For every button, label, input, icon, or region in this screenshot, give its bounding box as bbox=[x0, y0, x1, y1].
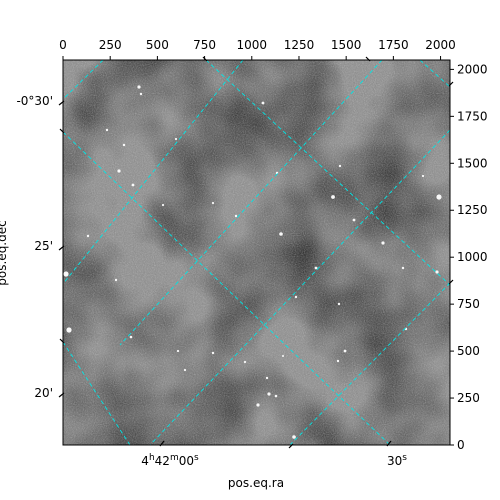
image-noise bbox=[63, 60, 450, 445]
ra-tick-mark bbox=[159, 440, 165, 447]
top-tick-label: 2000 bbox=[425, 38, 456, 52]
star bbox=[114, 278, 118, 282]
right-tick-label: 1000 bbox=[457, 250, 488, 264]
star bbox=[267, 392, 271, 396]
star bbox=[265, 376, 269, 380]
plot-frame bbox=[62, 59, 451, 446]
star bbox=[256, 403, 260, 407]
right-tick-label: 2000 bbox=[457, 62, 488, 76]
star bbox=[117, 169, 121, 173]
star bbox=[122, 143, 126, 147]
grid-edge-tick bbox=[59, 128, 65, 134]
dec-tick-label: -0°30' bbox=[16, 94, 53, 108]
star bbox=[421, 174, 425, 178]
star bbox=[137, 85, 141, 89]
world-coordinate-ticks: 4h42m00s 30s -0°30' 25' 20' bbox=[16, 56, 454, 468]
star bbox=[261, 101, 265, 105]
grid-line bbox=[289, 282, 450, 445]
grid-edge-tick bbox=[202, 56, 208, 62]
grid-edge-tick bbox=[448, 279, 454, 285]
x-axis-label: pos.eq.ra bbox=[228, 476, 284, 490]
star bbox=[211, 201, 215, 205]
right-tick-label: 750 bbox=[457, 297, 480, 311]
star bbox=[343, 349, 347, 353]
top-tick-label: 1000 bbox=[237, 38, 268, 52]
grid-edge-tick bbox=[448, 81, 454, 87]
right-tick-label: 1500 bbox=[457, 156, 488, 170]
grid-line bbox=[63, 60, 244, 285]
top-tick-label: 1500 bbox=[331, 38, 362, 52]
image-panel bbox=[63, 60, 450, 445]
star bbox=[331, 195, 335, 199]
ra-tick-label: 30s bbox=[387, 453, 407, 468]
right-tick-label: 500 bbox=[457, 344, 480, 358]
top-tick-label: 0 bbox=[59, 38, 67, 52]
star bbox=[63, 271, 69, 277]
star bbox=[174, 137, 178, 141]
star bbox=[294, 295, 298, 299]
star bbox=[234, 214, 238, 218]
star bbox=[401, 266, 405, 270]
grid-edge-tick bbox=[365, 56, 371, 62]
star bbox=[243, 360, 247, 364]
top-tick-label: 500 bbox=[146, 38, 169, 52]
grid-line bbox=[63, 131, 391, 445]
star bbox=[131, 183, 135, 187]
coordinate-grid bbox=[63, 60, 450, 445]
star bbox=[435, 270, 439, 274]
dec-tick-mark bbox=[58, 100, 65, 106]
star bbox=[336, 359, 340, 363]
right-tick-label: 1250 bbox=[457, 203, 488, 217]
grid-edge-tick bbox=[288, 443, 294, 449]
dec-tick-label: 20' bbox=[34, 386, 53, 400]
star-field bbox=[63, 85, 442, 439]
dec-tick-mark bbox=[58, 245, 65, 251]
star bbox=[274, 394, 278, 398]
star bbox=[292, 435, 296, 439]
star bbox=[86, 234, 90, 238]
right-tick-label: 1750 bbox=[457, 109, 488, 123]
grid-edge-tick bbox=[59, 338, 65, 344]
dec-tick-label: 25' bbox=[34, 239, 53, 253]
star bbox=[129, 335, 133, 339]
star bbox=[176, 349, 180, 353]
star bbox=[381, 241, 385, 245]
star bbox=[314, 266, 318, 270]
ra-tick-label: 4h42m00s bbox=[141, 453, 199, 468]
star bbox=[211, 351, 215, 355]
top-tick-label: 750 bbox=[193, 38, 216, 52]
grid-line bbox=[205, 60, 450, 286]
y-axis-label: pos.eq.dec bbox=[0, 220, 9, 285]
star bbox=[66, 327, 72, 333]
right-tick-label: 250 bbox=[457, 391, 480, 405]
star bbox=[139, 92, 143, 96]
star bbox=[105, 128, 109, 132]
right-tick-label: 0 bbox=[457, 438, 465, 452]
top-tick-label: 250 bbox=[99, 38, 122, 52]
dec-tick-mark bbox=[58, 392, 65, 398]
star bbox=[337, 302, 341, 306]
star bbox=[338, 164, 342, 168]
grid-line bbox=[149, 129, 450, 445]
star bbox=[161, 203, 165, 207]
star bbox=[279, 232, 283, 236]
star bbox=[282, 355, 284, 357]
grid-line bbox=[119, 60, 383, 346]
top-tick-label: 1750 bbox=[378, 38, 409, 52]
top-pixel-axis: 0 250 500 750 1000 1250 1500 1750 2000 bbox=[59, 38, 456, 60]
ra-tick-mark bbox=[386, 440, 392, 447]
star bbox=[352, 218, 356, 222]
right-pixel-axis: 0 250 500 750 1000 1250 1500 1750 2000 bbox=[450, 62, 488, 452]
top-tick-label: 1250 bbox=[284, 38, 315, 52]
grid-line bbox=[63, 60, 104, 100]
star bbox=[183, 368, 187, 372]
star bbox=[436, 194, 442, 200]
